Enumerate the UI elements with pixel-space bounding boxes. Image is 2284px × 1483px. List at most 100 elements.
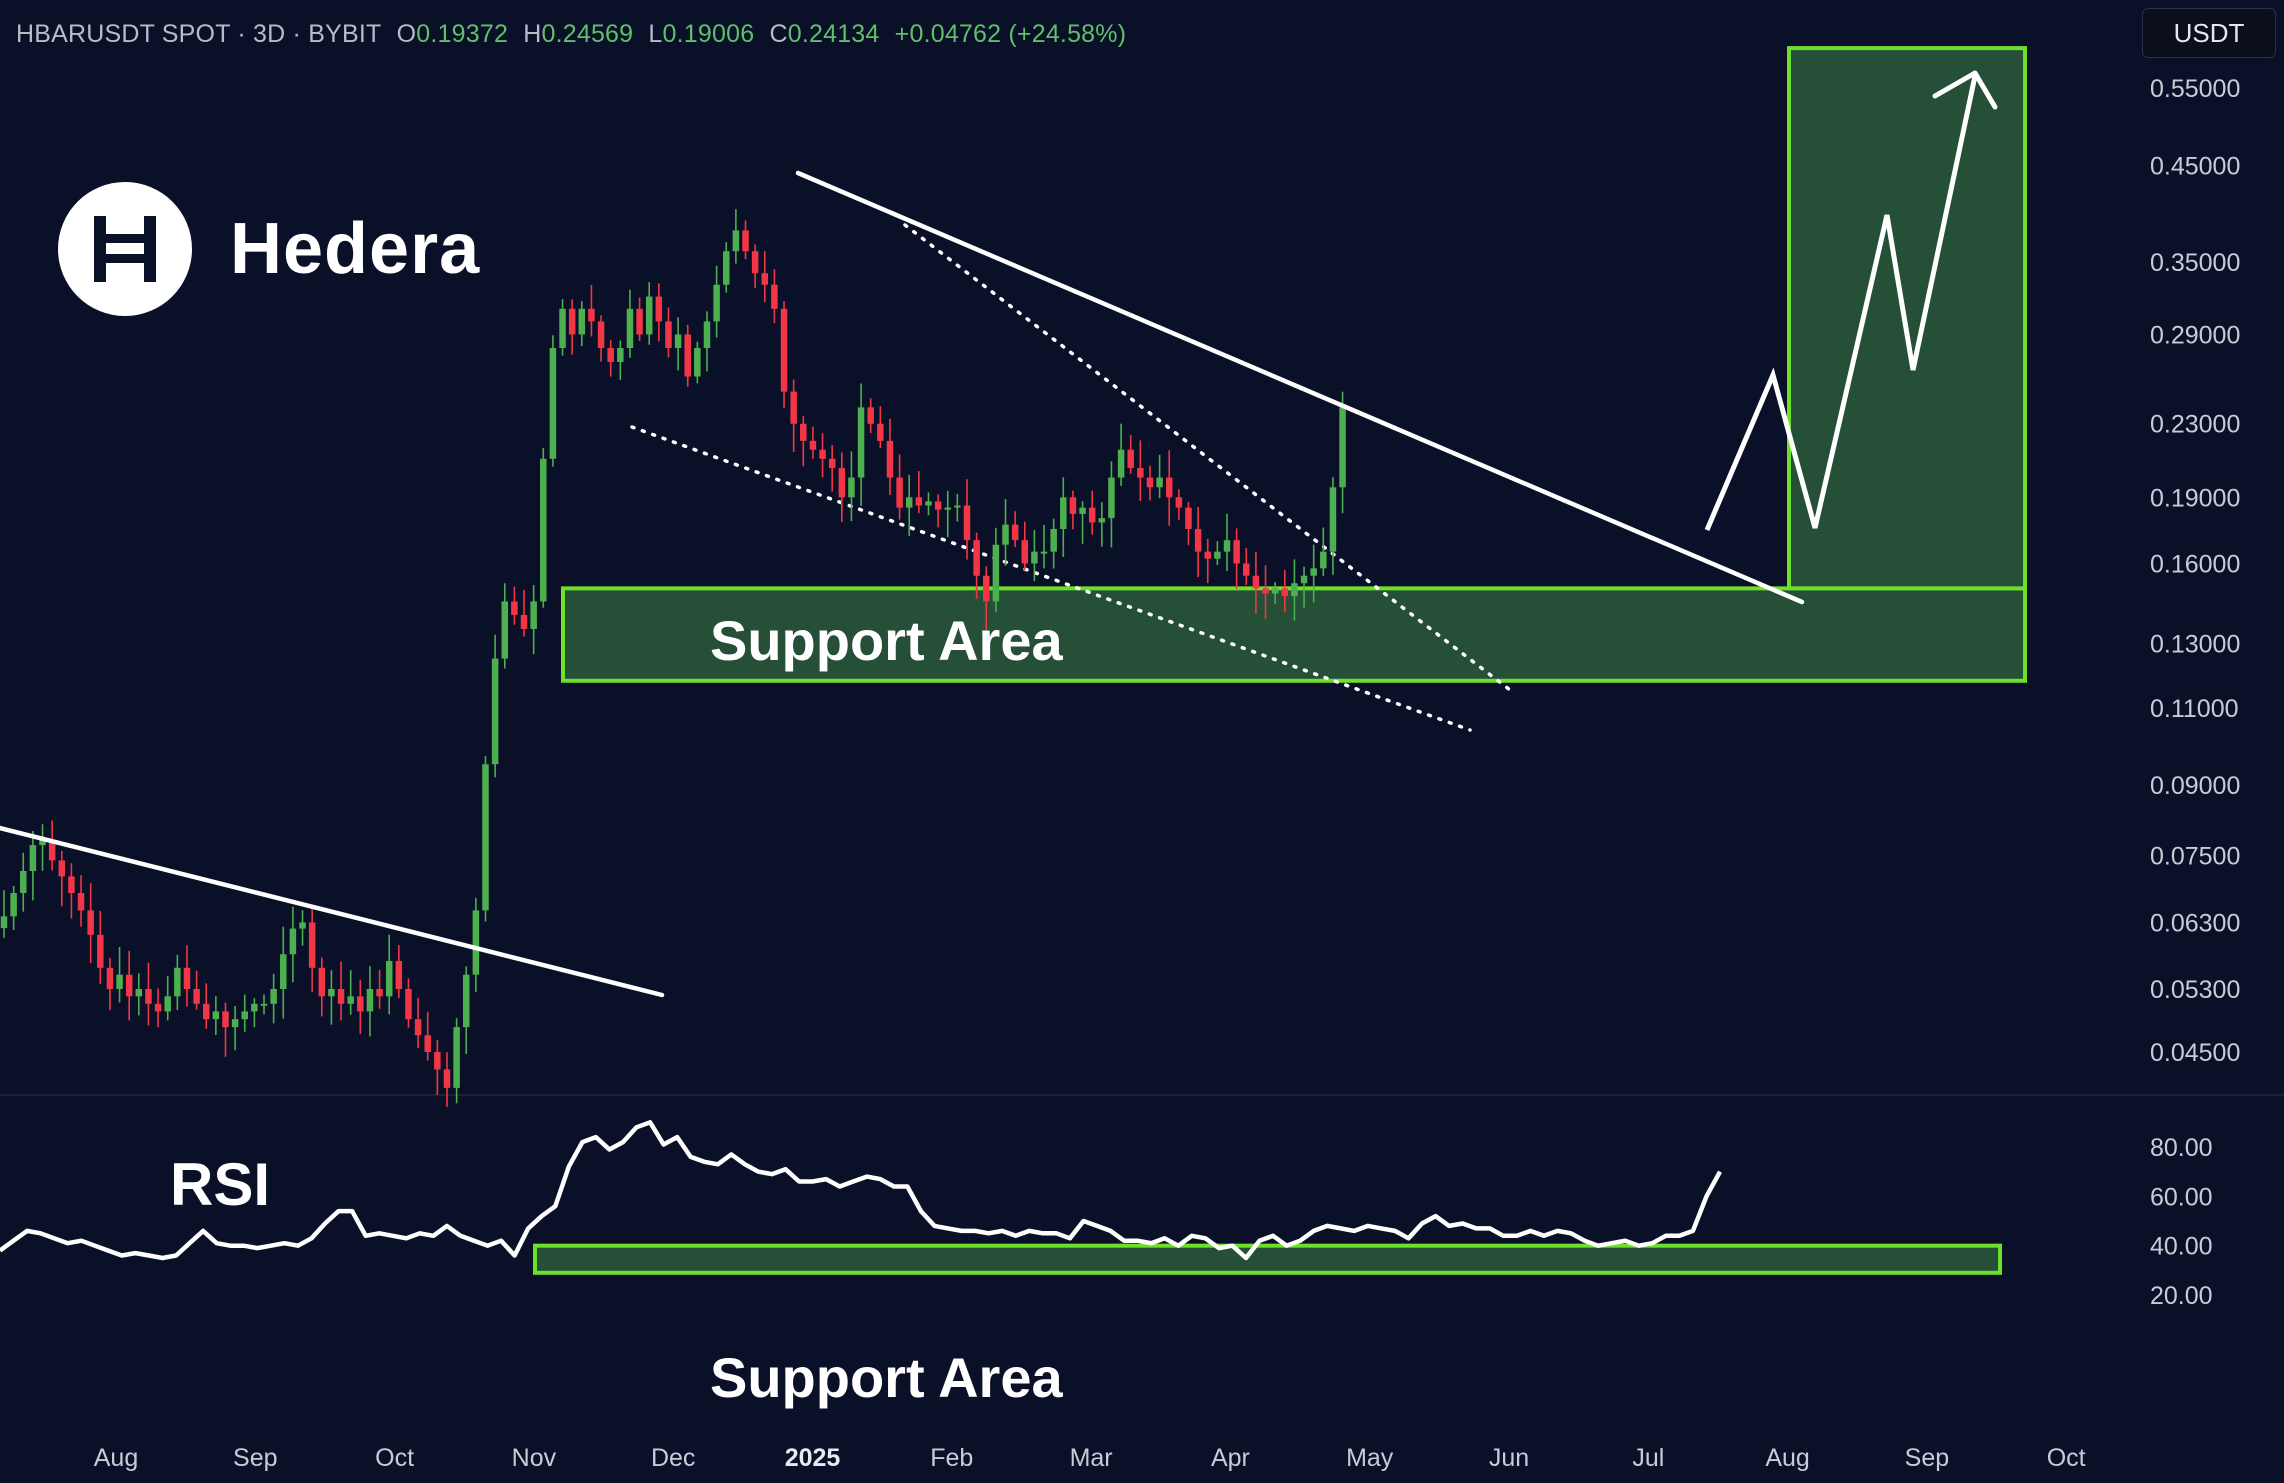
candle-body	[1060, 497, 1067, 529]
candle-body	[308, 922, 316, 968]
price-tick-label: 0.09000	[2150, 772, 2240, 800]
candle-body	[385, 960, 393, 997]
candle-body	[626, 308, 634, 348]
candle-body	[270, 988, 277, 1004]
rsi-tick-label: 80.00	[2150, 1134, 2213, 1162]
candle-body	[347, 996, 354, 1004]
candle-body	[857, 407, 865, 478]
brand-name: Hedera	[230, 209, 481, 289]
rsi-tick-label: 20.00	[2150, 1282, 2213, 1310]
candle-body	[193, 988, 200, 1004]
time-tick-label: Dec	[651, 1444, 695, 1472]
low-label: L	[648, 20, 663, 48]
rsi-tick-label: 40.00	[2150, 1233, 2213, 1261]
candle-body	[1098, 518, 1106, 523]
candle-body	[828, 458, 836, 469]
rsi-tick-label: 60.00	[2150, 1183, 2213, 1211]
candle-body	[1088, 507, 1096, 523]
price-tick-label: 0.29000	[2150, 321, 2240, 349]
candle-body	[260, 1003, 268, 1006]
candle-body	[597, 321, 605, 348]
candle-body	[1310, 568, 1317, 576]
candle-body	[732, 230, 740, 252]
time-tick-label: Jul	[1632, 1444, 1664, 1472]
candle-body	[1252, 575, 1260, 589]
candle-body	[636, 308, 643, 335]
candle-body	[87, 910, 94, 935]
candle-body	[1002, 524, 1009, 545]
price-tick-label: 0.11000	[2150, 695, 2239, 723]
candle-body	[1291, 583, 1298, 597]
candle-body	[1021, 540, 1029, 564]
candle-body	[482, 764, 489, 911]
candle-body	[934, 501, 942, 510]
candle-body	[925, 501, 932, 506]
candle-body	[1329, 487, 1337, 552]
candle-body	[723, 251, 730, 285]
currency-button[interactable]: USDT	[2142, 8, 2276, 58]
time-tick-label: May	[1346, 1444, 1394, 1472]
candle-body	[357, 996, 364, 1012]
candle-body	[607, 347, 614, 362]
candle-body	[68, 876, 75, 894]
candle-body	[183, 967, 191, 989]
open-label: O	[396, 20, 417, 48]
candle-body	[645, 296, 653, 335]
candle-body	[983, 575, 990, 602]
candle-body	[963, 505, 971, 541]
price-tick-label: 0.19000	[2150, 484, 2240, 512]
target-zone	[1787, 46, 2027, 591]
candle-body	[713, 284, 720, 322]
candle-body	[1050, 528, 1057, 552]
candle-body	[106, 967, 114, 989]
candle-body	[97, 934, 104, 968]
candle-body	[559, 308, 566, 348]
candle-body	[241, 1011, 248, 1020]
high-label: H	[523, 20, 542, 48]
price-tick-label: 0.23000	[2150, 411, 2240, 439]
high-value: 0.24569	[541, 20, 634, 48]
candle-body	[1300, 575, 1308, 584]
candle-body	[405, 988, 412, 1020]
candle-body	[944, 507, 951, 510]
candle-body	[434, 1052, 441, 1070]
rsi-title: RSI	[170, 1151, 271, 1218]
support-area-label: Support Area	[710, 609, 1063, 672]
candle-body	[366, 988, 374, 1012]
candle-body	[800, 423, 807, 441]
price-tick-label: 0.13000	[2150, 630, 2240, 658]
time-tick-label: Aug	[94, 1444, 138, 1472]
candle-body	[1117, 449, 1125, 478]
candle-body	[443, 1069, 451, 1088]
candle-body	[790, 391, 797, 424]
candle-body	[915, 497, 923, 506]
candle-body	[1243, 563, 1250, 576]
candle-body	[337, 988, 345, 1004]
price-tick-label: 0.05300	[2150, 976, 2240, 1004]
candle-body	[462, 974, 470, 1028]
candle-body	[1271, 588, 1279, 594]
candle-body	[761, 273, 769, 285]
candle-body	[540, 458, 547, 602]
candle-body	[1339, 407, 1346, 488]
candle-body	[222, 1011, 229, 1028]
candle-body	[838, 468, 846, 498]
candle-body	[530, 601, 537, 629]
candle-body	[48, 840, 56, 861]
candle-body	[684, 334, 691, 377]
low-value: 0.19006	[662, 20, 755, 48]
candle-body	[665, 321, 672, 348]
candle-body	[289, 928, 297, 955]
open-value: 0.19372	[416, 20, 509, 48]
candle-body	[973, 540, 980, 576]
candle-body	[318, 967, 326, 997]
time-tick-label: Mar	[1070, 1444, 1113, 1472]
candle-body	[742, 230, 749, 252]
candle-body	[694, 347, 701, 377]
candle-body	[1011, 524, 1019, 541]
trendline-early	[0, 825, 665, 998]
candle-body	[549, 347, 557, 459]
candle-body	[29, 845, 37, 872]
candle-body	[1204, 551, 1211, 559]
